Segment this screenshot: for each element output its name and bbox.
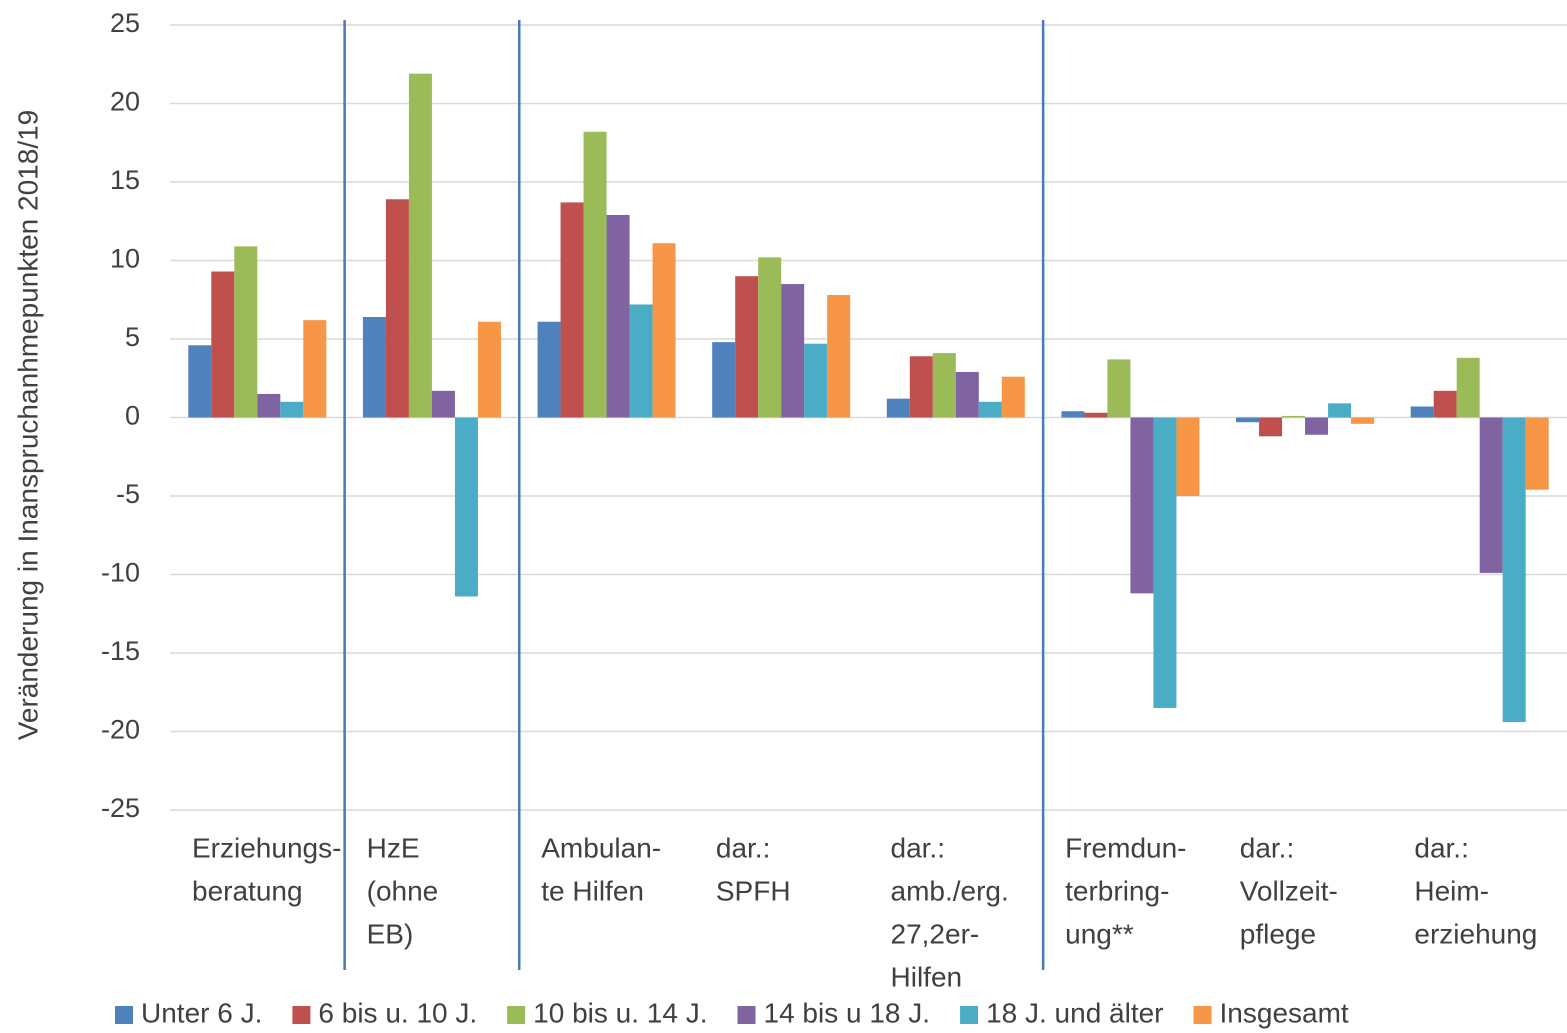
bar — [781, 284, 805, 418]
bar — [362, 317, 386, 418]
legend-label: Unter 6 J. — [141, 997, 262, 1028]
x-tick-label: erziehung — [1414, 918, 1537, 949]
bar — [909, 356, 933, 418]
bar — [1084, 412, 1108, 418]
x-tick-label: Ambulan- — [541, 832, 661, 863]
bar — [886, 398, 910, 418]
y-tick-label: -5 — [116, 479, 140, 509]
legend-swatch — [115, 1006, 133, 1024]
bar — [758, 257, 782, 418]
bar — [1351, 417, 1375, 424]
bar — [1153, 417, 1177, 708]
bar — [188, 345, 212, 418]
x-tick-label: amb./erg. — [891, 875, 1009, 906]
legend-swatch — [960, 1006, 979, 1024]
bar — [431, 390, 455, 418]
x-tick-label: Fremdun- — [1065, 832, 1186, 863]
legend-label: 14 bis u 18 J. — [764, 997, 931, 1028]
bar — [1282, 415, 1306, 418]
bar — [477, 321, 501, 418]
bar — [280, 401, 304, 418]
x-tick-label: (ohne — [367, 875, 439, 906]
x-tick-label: HzE — [367, 832, 420, 863]
bar — [583, 131, 607, 418]
x-tick-label: te Hilfen — [541, 875, 644, 906]
bar — [955, 371, 979, 418]
bar — [303, 320, 327, 418]
y-tick-label: -15 — [101, 636, 140, 666]
legend-swatch — [737, 1006, 756, 1024]
bar — [560, 202, 584, 418]
bar — [1061, 411, 1085, 418]
x-tick-label: dar.: — [1240, 832, 1294, 863]
x-tick-label: SPFH — [716, 875, 791, 906]
y-tick-label: 20 — [110, 87, 140, 117]
bar — [606, 214, 630, 418]
legend-label: 6 bis u. 10 J. — [318, 997, 477, 1028]
bar — [1328, 403, 1352, 418]
bar — [1259, 417, 1283, 437]
bar — [1305, 417, 1329, 435]
legend-swatch — [507, 1006, 526, 1024]
bar — [1479, 417, 1503, 573]
x-tick-label: beratung — [192, 875, 303, 906]
x-tick-label: 27,2er- — [891, 918, 980, 949]
bar — [1502, 417, 1526, 723]
bar — [1176, 417, 1200, 496]
bar — [1456, 357, 1480, 418]
bar — [978, 401, 1002, 418]
bar — [537, 321, 561, 418]
bar — [408, 73, 432, 418]
y-tick-label: 15 — [110, 165, 140, 195]
y-tick-label: -25 — [101, 793, 140, 823]
y-tick-label: 10 — [110, 244, 140, 274]
legend-label: 18 J. und älter — [986, 997, 1163, 1028]
bar — [1525, 417, 1549, 490]
y-tick-label: 25 — [110, 8, 140, 38]
x-tick-label: pflege — [1240, 918, 1316, 949]
x-tick-label: Vollzeit- — [1240, 875, 1338, 906]
x-tick-label: dar.: — [716, 832, 770, 863]
legend-label: Insgesamt — [1220, 997, 1349, 1028]
x-tick-label: EB) — [367, 918, 414, 949]
x-tick-label: ung** — [1065, 918, 1134, 949]
bar — [804, 343, 828, 418]
bar — [211, 271, 235, 418]
x-tick-label: Hilfen — [891, 961, 963, 992]
bar — [385, 199, 409, 418]
bar — [932, 353, 956, 418]
bar — [257, 393, 281, 418]
bar — [1130, 417, 1154, 594]
bar — [652, 243, 676, 418]
y-tick-label: 5 — [125, 322, 140, 352]
bar — [827, 295, 851, 418]
bar — [1001, 376, 1025, 418]
bar — [712, 342, 736, 418]
x-tick-label: terbring- — [1065, 875, 1169, 906]
y-tick-label: 0 — [125, 401, 140, 431]
bar — [454, 417, 478, 597]
x-tick-label: dar.: — [1414, 832, 1468, 863]
legend-swatch — [1193, 1006, 1212, 1024]
bar — [735, 276, 759, 418]
bar — [1236, 417, 1260, 423]
bar — [1433, 390, 1457, 418]
bar — [1410, 406, 1434, 418]
legend-swatch — [292, 1006, 311, 1024]
y-axis-label: Veränderung in Inanspruchanhmepunkten 20… — [12, 110, 43, 741]
bar — [1107, 359, 1131, 418]
y-tick-label: -20 — [101, 715, 140, 745]
bar — [629, 304, 653, 418]
bar — [234, 246, 258, 418]
x-tick-label: Heim- — [1414, 875, 1489, 906]
y-tick-label: -10 — [101, 558, 140, 588]
x-tick-label: Erziehungs- — [192, 832, 341, 863]
legend-label: 10 bis u. 14 J. — [533, 997, 707, 1028]
x-tick-label: dar.: — [891, 832, 945, 863]
